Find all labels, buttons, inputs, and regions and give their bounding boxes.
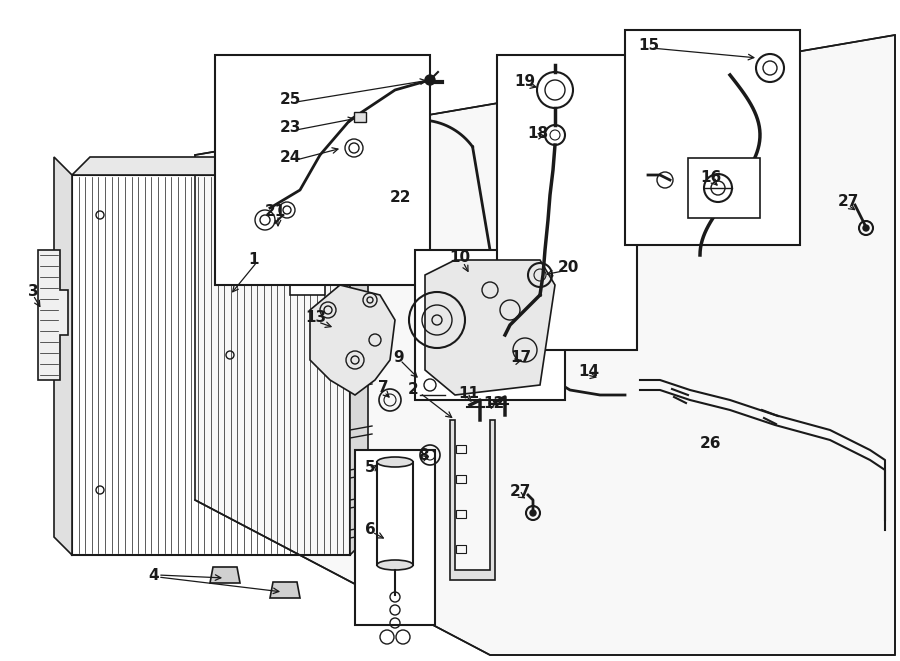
Text: 2: 2	[408, 383, 418, 397]
Bar	[456, 510, 466, 518]
Text: 9: 9	[393, 350, 403, 364]
Text: 6: 6	[365, 522, 376, 537]
Text: 11: 11	[458, 385, 479, 401]
Text: 18: 18	[527, 126, 548, 141]
Text: 10: 10	[449, 251, 470, 266]
Text: 26: 26	[700, 436, 722, 451]
Bar	[215, 55, 430, 285]
Bar	[354, 112, 366, 122]
Polygon shape	[210, 567, 240, 583]
Polygon shape	[350, 157, 368, 555]
Text: 19: 19	[514, 75, 536, 89]
Text: 16: 16	[700, 171, 721, 186]
Polygon shape	[290, 175, 350, 295]
Polygon shape	[425, 260, 555, 395]
Text: 27: 27	[838, 194, 860, 210]
Text: 7: 7	[378, 381, 389, 395]
Circle shape	[530, 510, 536, 516]
Bar	[355, 450, 435, 625]
Text: 23: 23	[280, 120, 302, 136]
Text: 27: 27	[510, 485, 531, 500]
Text: 12: 12	[483, 395, 504, 410]
Text: 5: 5	[365, 461, 375, 475]
Text: 22: 22	[390, 190, 411, 206]
Bar	[497, 55, 637, 350]
Polygon shape	[310, 285, 395, 395]
Text: 21: 21	[265, 204, 286, 219]
Bar	[625, 30, 800, 245]
Text: 14: 14	[578, 364, 599, 379]
Text: 4: 4	[148, 568, 158, 582]
Polygon shape	[450, 420, 495, 580]
Bar	[456, 545, 466, 553]
Circle shape	[863, 225, 869, 231]
Text: 8: 8	[418, 447, 428, 463]
Text: 1: 1	[248, 253, 258, 268]
Polygon shape	[270, 582, 300, 598]
Polygon shape	[195, 35, 895, 655]
Polygon shape	[54, 157, 72, 555]
Text: 25: 25	[280, 93, 302, 108]
Text: 17: 17	[510, 350, 531, 366]
Text: 13: 13	[305, 311, 326, 325]
Bar	[415, 250, 565, 400]
Text: 24: 24	[280, 151, 302, 165]
Circle shape	[425, 75, 435, 85]
Ellipse shape	[377, 560, 413, 570]
Text: 20: 20	[558, 260, 580, 274]
Polygon shape	[38, 250, 68, 380]
Text: 3: 3	[28, 284, 39, 299]
Polygon shape	[72, 157, 368, 175]
Bar	[688, 158, 760, 218]
Bar	[456, 475, 466, 483]
Ellipse shape	[377, 457, 413, 467]
Bar	[456, 445, 466, 453]
Text: 15: 15	[638, 38, 659, 52]
